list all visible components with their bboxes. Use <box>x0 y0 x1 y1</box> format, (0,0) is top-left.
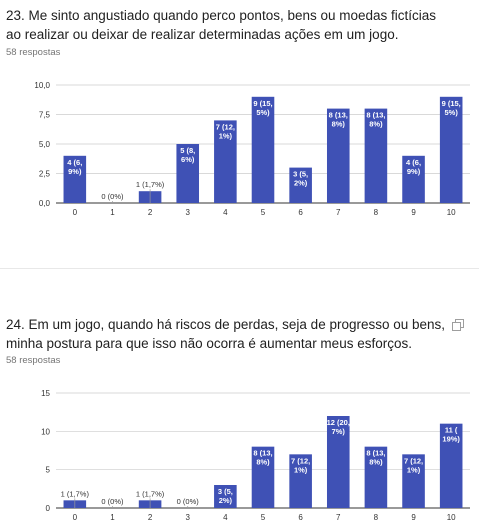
response-count: 58 respostas <box>6 355 61 366</box>
x-tick-label: 5 <box>261 208 266 217</box>
bar <box>176 144 200 203</box>
copy-icon[interactable] <box>452 319 464 331</box>
x-tick-label: 10 <box>447 208 456 217</box>
bar <box>439 96 463 203</box>
bar-chart-q24: 0 5 10 15 0 1 (1,7%) 1 0 (0%) 2 1 (1,7%) 3 0 (0%) 4 3… <box>41 389 470 522</box>
y-tick-label: 5,0 <box>39 140 51 149</box>
bar <box>326 108 350 203</box>
bar-chart-q23: 0,0 2,5 5,0 7,5 10,0 0 4 (6, 9%) 1 0 (0%) 2 1 (1,7%… <box>34 81 470 217</box>
section-divider <box>0 268 479 293</box>
x-tick-label: 0 <box>73 208 78 217</box>
x-tick-label: 8 <box>374 208 379 217</box>
x-tick-label: 7 <box>336 208 341 217</box>
y-tick-label: 0 <box>46 504 51 513</box>
bar <box>364 108 388 203</box>
x-tick-label: 0 <box>73 513 78 522</box>
x-tick-label: 6 <box>298 513 303 522</box>
x-tick-label: 2 <box>148 208 153 217</box>
y-tick-label: 2,5 <box>39 170 51 179</box>
x-tick-label: 9 <box>411 513 416 522</box>
bar <box>402 454 425 508</box>
data-label: 1 (1,7%) <box>136 489 165 498</box>
bar <box>251 96 275 203</box>
bar <box>214 485 237 508</box>
y-tick-label: 0,0 <box>39 199 51 208</box>
x-tick-label: 1 <box>110 208 115 217</box>
question-card-23: 23. Me sinto angustiado quando perco pon… <box>0 0 479 262</box>
data-label: 8 (13, 8%) <box>329 111 348 129</box>
bar <box>439 423 463 508</box>
bar <box>251 446 275 508</box>
y-tick-label: 10,0 <box>34 81 50 90</box>
data-label: 12 (20, 7%) <box>327 418 350 436</box>
question-title: 23. Me sinto angustiado quando perco pon… <box>6 8 437 42</box>
data-label: 1 (1,7%) <box>136 180 165 189</box>
bar <box>289 454 312 508</box>
bar <box>364 446 388 508</box>
data-label: 11 (19%) <box>442 426 460 444</box>
data-label: 4 (6, 9%) <box>67 158 82 176</box>
y-tick-label: 15 <box>41 389 50 398</box>
bar <box>326 416 350 508</box>
x-tick-label: 8 <box>374 513 379 522</box>
data-label: 7 (12, 1%) <box>216 122 235 140</box>
x-tick-label: 4 <box>223 208 228 217</box>
data-label: 3 (5, 2%) <box>293 170 308 188</box>
x-tick-label: 4 <box>223 513 228 522</box>
data-label: 7 (12, 1%) <box>291 456 310 474</box>
x-tick-label: 1 <box>110 513 115 522</box>
question-card-24: 24. Em um jogo, quando há riscos de perd… <box>0 297 479 532</box>
data-label: 9 (15, 5%) <box>442 99 461 117</box>
x-tick-label: 6 <box>298 208 303 217</box>
data-label: 3 (5, 2%) <box>218 487 233 505</box>
x-tick-label: 5 <box>261 513 266 522</box>
data-label: 9 (15, 5%) <box>253 99 272 117</box>
y-tick-label: 5 <box>46 466 51 475</box>
data-label: 0 (0%) <box>177 497 200 506</box>
question-title: 24. Em um jogo, quando há riscos de perd… <box>6 317 446 351</box>
bar <box>214 120 237 203</box>
data-label: 8 (13, 8%) <box>253 449 272 467</box>
bar <box>63 155 87 203</box>
x-tick-label: 2 <box>148 513 153 522</box>
bar <box>289 167 312 203</box>
y-tick-label: 10 <box>41 427 50 436</box>
data-label: 5 (8, 6%) <box>180 146 195 164</box>
x-tick-label: 10 <box>447 513 456 522</box>
data-label: 8 (13, 8%) <box>366 111 385 129</box>
bar <box>402 155 425 203</box>
data-label: 7 (12, 1%) <box>404 456 423 474</box>
data-label: 0 (0%) <box>101 192 124 201</box>
x-tick-label: 3 <box>186 513 191 522</box>
x-tick-label: 3 <box>186 208 191 217</box>
x-tick-label: 9 <box>411 208 416 217</box>
response-count: 58 respostas <box>6 47 61 58</box>
data-label: 8 (13, 8%) <box>366 449 385 467</box>
x-tick-label: 7 <box>336 513 341 522</box>
data-label: 0 (0%) <box>101 497 124 506</box>
data-label: 4 (6, 9%) <box>406 158 421 176</box>
data-label: 1 (1,7%) <box>61 489 90 498</box>
y-tick-label: 7,5 <box>39 111 51 120</box>
